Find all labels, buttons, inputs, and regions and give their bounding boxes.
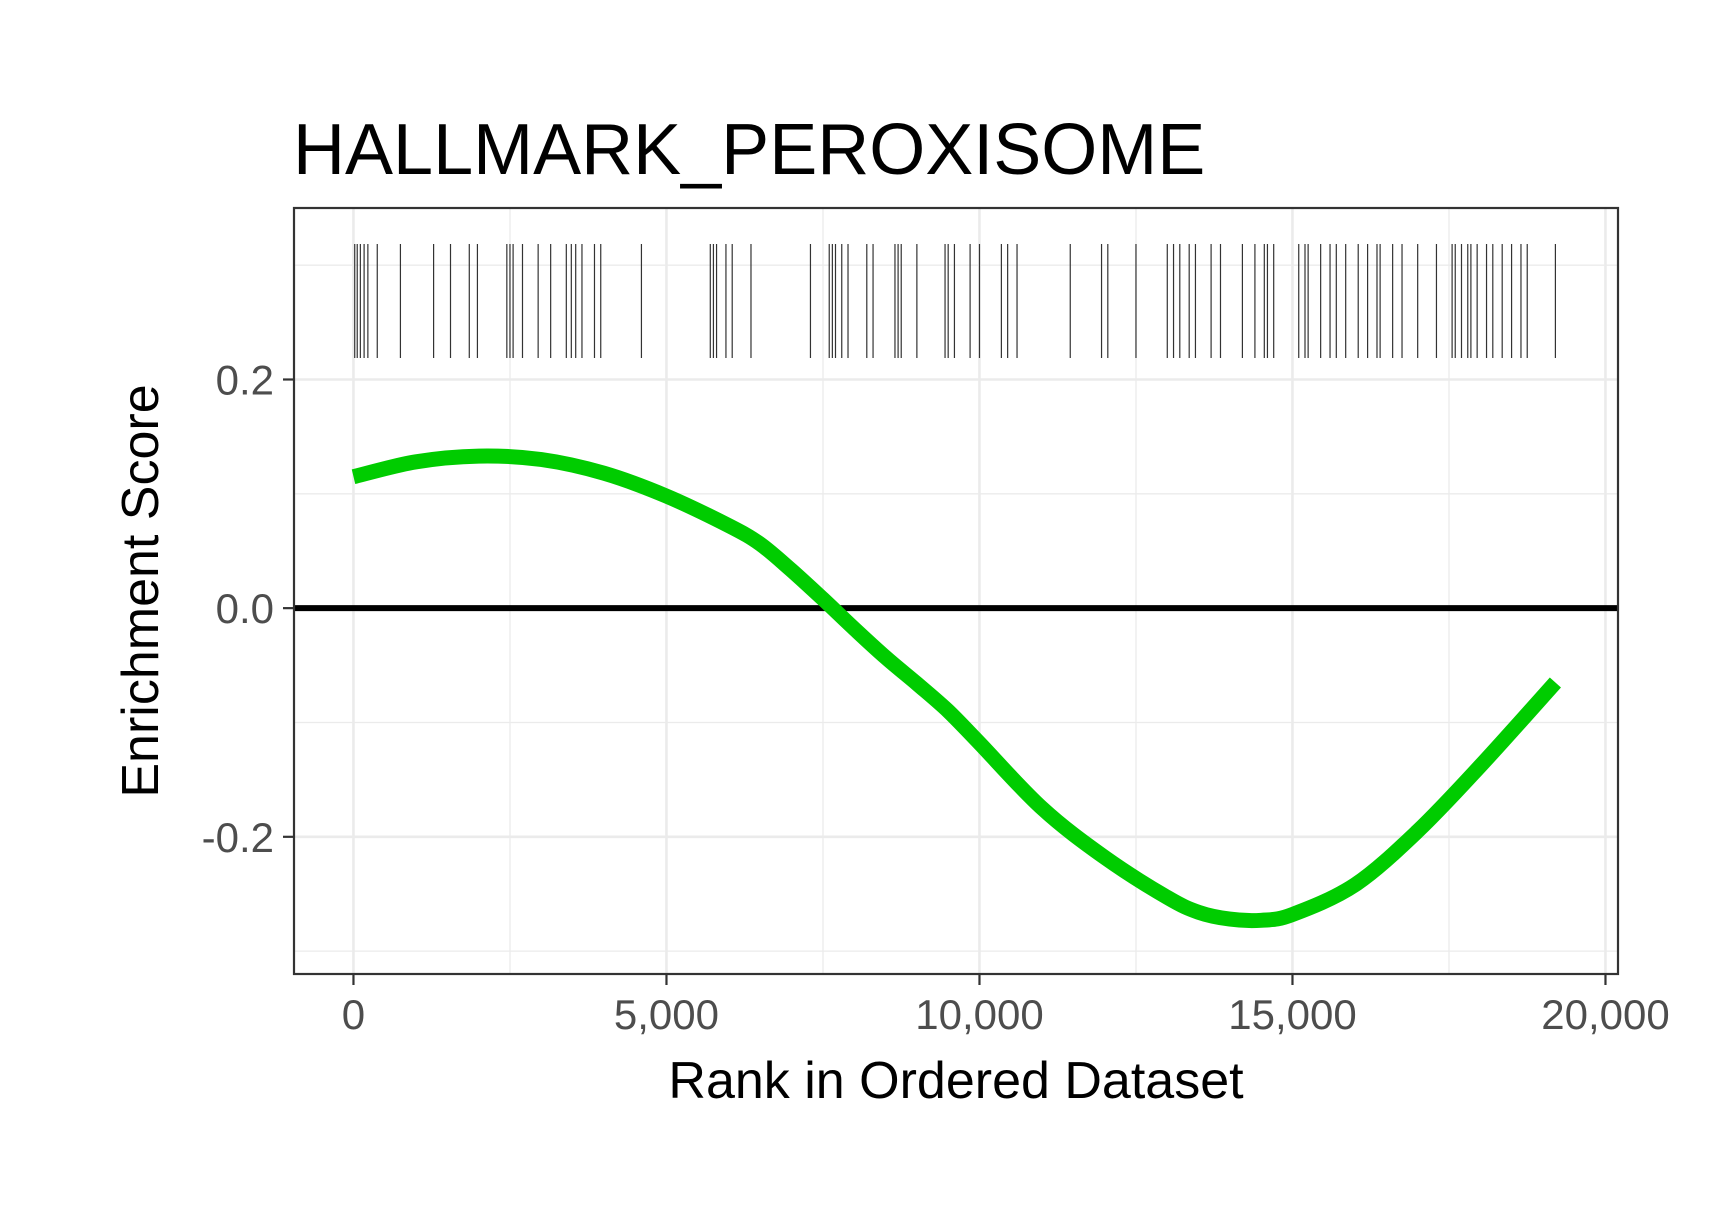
y-tick-label: 0.0 — [216, 585, 274, 632]
y-tick-label: 0.2 — [216, 356, 274, 403]
x-axis-title: Rank in Ordered Dataset — [668, 1052, 1244, 1110]
y-tick-label: -0.2 — [202, 814, 274, 861]
x-axis: 0 5,000 10,000 15,000 20,000 — [342, 974, 1670, 1038]
y-axis: -0.2 0.0 0.2 — [202, 356, 294, 861]
enrichment-score-line — [351, 448, 1561, 929]
gene-hit-ticks — [354, 244, 1556, 358]
x-tick-label: 0 — [342, 991, 365, 1038]
y-axis-title: Enrichment Score — [112, 384, 170, 797]
chart-title: HALLMARK_PEROXISOME — [293, 110, 1205, 190]
plot-panel-border — [292, 206, 1620, 976]
running-enrichment-curve — [351, 448, 1561, 929]
x-tick-label: 5,000 — [614, 991, 719, 1038]
x-tick-label: 15,000 — [1228, 991, 1356, 1038]
x-tick-label: 10,000 — [915, 991, 1043, 1038]
x-tick-label: 20,000 — [1541, 991, 1669, 1038]
plot-background — [294, 208, 1618, 974]
